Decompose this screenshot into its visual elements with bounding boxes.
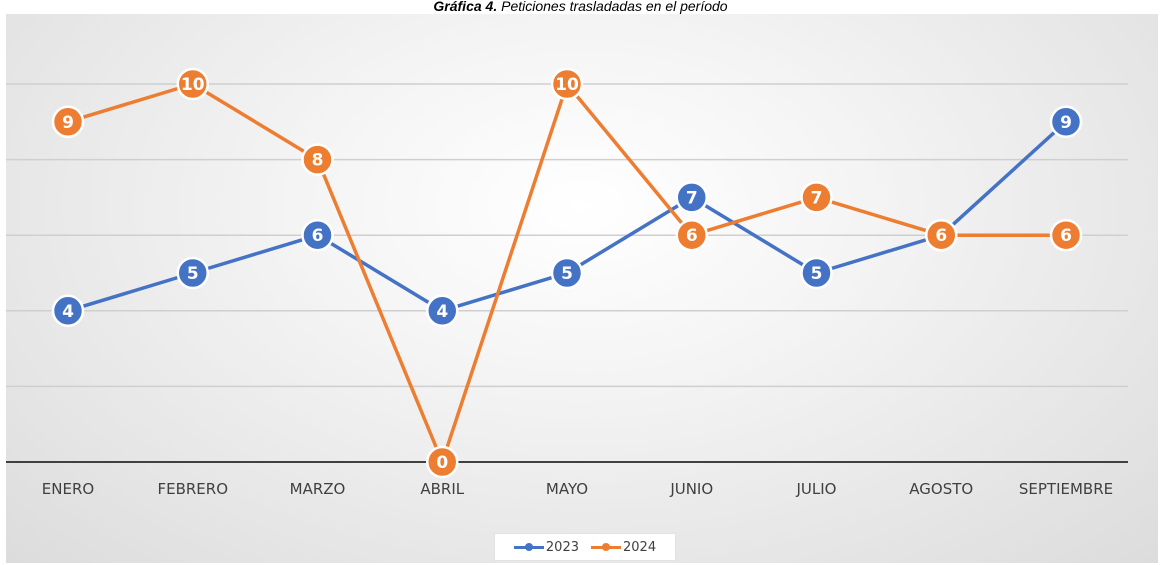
data-label-2024: 10 bbox=[181, 75, 205, 95]
x-tick-label: ENERO bbox=[42, 480, 94, 498]
data-label-2024: 6 bbox=[935, 226, 947, 246]
data-label-2023: 5 bbox=[187, 264, 199, 284]
data-label-2023: 4 bbox=[436, 302, 448, 322]
x-tick-label: JUNIO bbox=[669, 480, 713, 498]
x-tick-label: FEBRERO bbox=[157, 480, 228, 498]
data-point-2023 bbox=[550, 256, 584, 290]
data-label-2023: 9 bbox=[1060, 113, 1072, 133]
data-label-2023: 7 bbox=[686, 188, 698, 208]
x-tick-label: MARZO bbox=[290, 480, 346, 498]
data-label-2024: 0 bbox=[436, 453, 448, 473]
x-tick-label: ABRIL bbox=[420, 480, 464, 498]
x-tick-label: AGOSTO bbox=[909, 480, 973, 498]
data-label-2023: 5 bbox=[561, 264, 573, 284]
chart-caption: Gráfica 4. Peticiones trasladadas en el … bbox=[0, 0, 1161, 16]
data-label-2024: 10 bbox=[555, 75, 579, 95]
caption-text: Peticiones trasladadas en el período bbox=[497, 0, 728, 14]
chart-area bbox=[6, 14, 1158, 563]
data-label-2023: 6 bbox=[312, 226, 324, 246]
data-point-2024 bbox=[426, 445, 459, 479]
legend-label-2024: 2024 bbox=[623, 539, 657, 555]
data-label-2024: 7 bbox=[811, 188, 823, 208]
x-tick-label: MAYO bbox=[546, 480, 588, 498]
data-point-2023 bbox=[176, 256, 209, 290]
data-point-2024 bbox=[550, 67, 584, 101]
data-point-2023 bbox=[1049, 105, 1083, 139]
data-label-2023: 4 bbox=[62, 302, 74, 322]
x-tick-label: JULIO bbox=[796, 480, 837, 498]
data-point-2023 bbox=[800, 256, 833, 290]
data-point-2024 bbox=[1049, 218, 1083, 252]
data-point-2023 bbox=[51, 294, 85, 328]
data-label-2024: 6 bbox=[686, 226, 698, 246]
caption-label: Gráfica 4. bbox=[433, 0, 498, 14]
data-point-2023 bbox=[301, 218, 334, 252]
data-label-2023: 5 bbox=[811, 264, 823, 284]
legend-item-2024: 2024 bbox=[591, 540, 656, 555]
data-point-2024 bbox=[301, 143, 334, 176]
data-point-2024 bbox=[925, 218, 958, 252]
data-point-2023 bbox=[675, 181, 708, 214]
data-label-2024: 9 bbox=[62, 113, 74, 133]
data-label-2024: 6 bbox=[1060, 226, 1072, 246]
data-point-2024 bbox=[800, 181, 833, 214]
chart-legend: 2023 2024 bbox=[494, 533, 676, 561]
data-label-2024: 8 bbox=[312, 151, 324, 171]
data-point-2024 bbox=[675, 218, 708, 252]
legend-swatch-2023 bbox=[513, 542, 544, 552]
data-point-2024 bbox=[51, 105, 85, 139]
legend-swatch-2024 bbox=[591, 542, 621, 552]
x-tick-label: SEPTIEMBRE bbox=[1019, 480, 1113, 498]
legend-item-2023: 2023 bbox=[513, 539, 579, 555]
legend-label-2023: 2023 bbox=[545, 539, 579, 555]
data-point-2024 bbox=[176, 67, 209, 101]
data-point-2023 bbox=[426, 294, 459, 328]
